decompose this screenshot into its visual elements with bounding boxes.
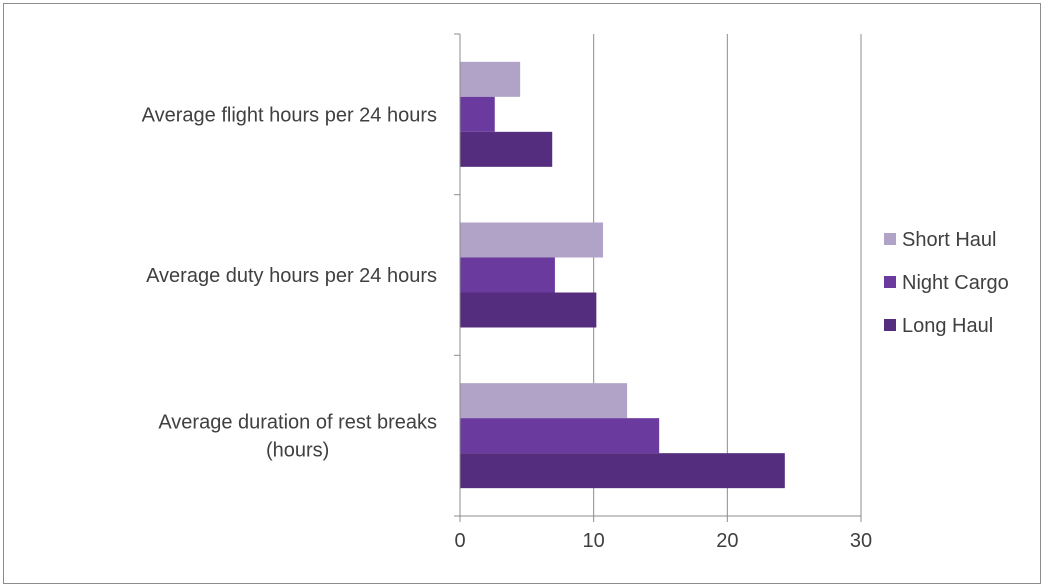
- category-label-2: Average duty hours per 24 hours: [146, 265, 437, 287]
- axes: 0 10 20 30: [454, 33, 872, 552]
- legend-label-night-cargo: Night Cargo: [902, 272, 1009, 294]
- legend: Short Haul Night Cargo Long Haul: [884, 229, 1009, 337]
- legend-swatch-short-haul: [884, 233, 896, 245]
- bar-night-cargo-2: [460, 257, 555, 293]
- category-label-1: Average flight hours per 24 hours: [142, 104, 437, 126]
- bar-short-haul-2: [460, 222, 604, 258]
- bar-night-cargo-1: [460, 96, 495, 132]
- category-labels: Average flight hours per 24 hours Average…: [142, 104, 437, 461]
- x-tick-label-20: 20: [716, 530, 738, 552]
- x-tick-label-30: 30: [850, 530, 872, 552]
- bar-chart: 0 10 20 30 Average flight hours per 24 hour…: [142, 33, 1009, 552]
- legend-label-short-haul: Short Haul: [902, 229, 997, 251]
- bars: [460, 61, 785, 489]
- bar-long-haul-2: [460, 292, 597, 328]
- legend-swatch-night-cargo: [884, 276, 896, 288]
- bar-long-haul-1: [460, 131, 553, 167]
- legend-swatch-long-haul: [884, 319, 896, 331]
- bar-night-cargo-3: [460, 418, 660, 454]
- bar-short-haul-3: [460, 383, 628, 419]
- x-tick-label-0: 0: [454, 530, 465, 552]
- x-tick-label-10: 10: [583, 530, 605, 552]
- bar-long-haul-3: [460, 453, 785, 489]
- category-label-3: Average duration of rest breaks (hours): [158, 412, 437, 462]
- chart-frame: 0 10 20 30 Average flight hours per 24 hour…: [3, 3, 1041, 584]
- legend-label-long-haul: Long Haul: [902, 315, 993, 337]
- bar-short-haul-1: [460, 61, 521, 97]
